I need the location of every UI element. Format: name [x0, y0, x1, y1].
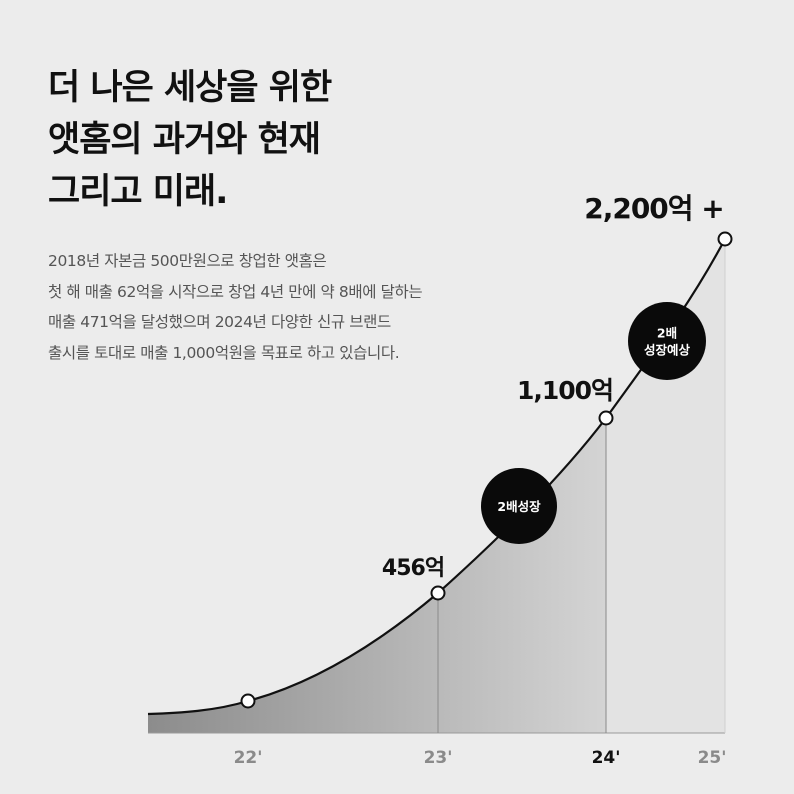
- x-tick-label: 25': [698, 748, 727, 768]
- description-line: 매출 471억을 달성했으며 2024년 다양한 신규 브랜드: [48, 313, 391, 331]
- description: 2018년 자본금 500만원으로 창업한 앳홈은 첫 해 매출 62억을 시작…: [48, 246, 423, 368]
- data-point: [240, 693, 256, 709]
- annotation-bubble: [628, 302, 706, 380]
- x-tick-label: 23': [424, 748, 453, 768]
- history-area: [148, 418, 606, 733]
- data-point: [430, 585, 446, 601]
- description-line: 2018년 자본금 500만원으로 창업한 앳홈은: [48, 252, 327, 270]
- description-line: 출시를 토대로 매출 1,000억원을 목표로 하고 있습니다.: [48, 343, 400, 362]
- annotation-text: 성장예상: [644, 343, 691, 358]
- annotation-text: 2배성장: [497, 499, 541, 514]
- value-label: 456억: [382, 556, 444, 581]
- headline-line: 더 나은 세상을 위한: [48, 68, 332, 108]
- description-line: 첫 해 매출 62억을 시작으로 창업 4년 만에 약 8배에 달하는: [48, 282, 423, 301]
- headline-line: 앳홈의 과거와 현재: [48, 120, 321, 160]
- x-tick-label: 22': [234, 748, 263, 768]
- data-point: [717, 231, 733, 247]
- data-point: [598, 410, 614, 426]
- headline: 더 나은 세상을 위한 앳홈의 과거와 현재 그리고 미래.: [48, 62, 332, 218]
- value-label: 2,200억 +: [584, 192, 724, 225]
- x-tick-label: 24': [592, 748, 621, 768]
- annotation-bubble: [481, 468, 557, 544]
- annotation-text: 2배: [657, 326, 677, 341]
- value-label: 1,100억: [517, 376, 613, 405]
- headline-line: 그리고 미래.: [48, 172, 228, 212]
